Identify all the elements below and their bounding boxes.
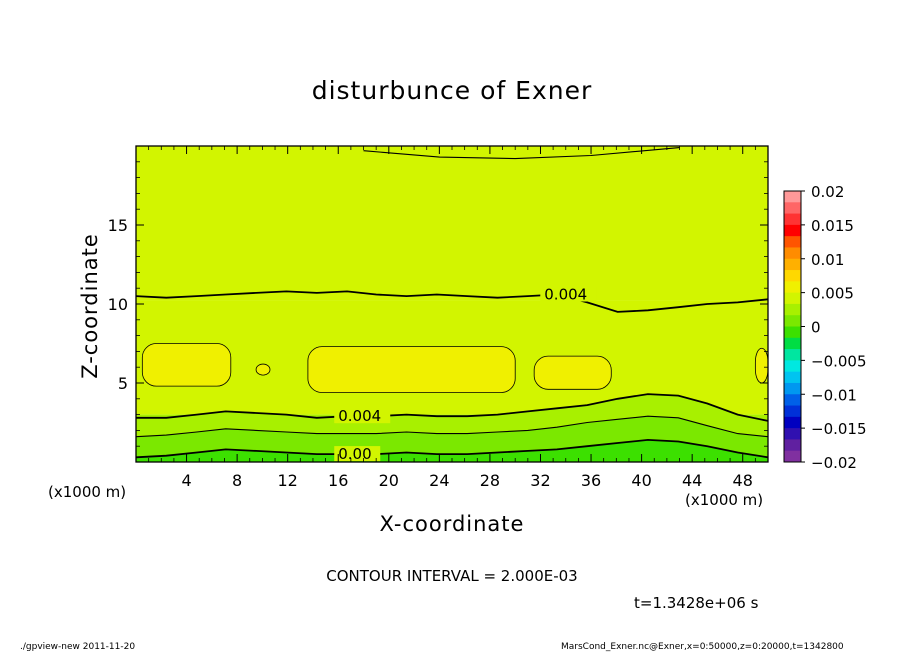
x-tick-label: 48 xyxy=(733,471,753,490)
colorbar-swatch xyxy=(784,202,801,215)
colorbar-swatch xyxy=(784,213,801,226)
y-tick-label: 5 xyxy=(118,374,128,393)
colorbar-swatch xyxy=(784,416,801,429)
x-tick-label: 4 xyxy=(181,471,191,490)
colorbar-swatch xyxy=(784,382,801,395)
colorbar-swatch xyxy=(784,292,801,305)
colorbar-swatch xyxy=(784,394,801,407)
x-tick-label: 20 xyxy=(379,471,399,490)
x-tick-label: 40 xyxy=(631,471,651,490)
colorbar-swatch xyxy=(784,428,801,440)
field-region-upper-band xyxy=(136,146,768,301)
colorbar-swatch xyxy=(784,224,801,237)
colorbar-tick-label: 0.005 xyxy=(811,285,854,303)
field-band-below-0 xyxy=(136,439,768,462)
y-tick-label: 15 xyxy=(108,216,128,235)
colorbar-tick-label: −0.01 xyxy=(811,386,857,404)
colorbar-swatch xyxy=(784,303,801,316)
x-axis-label: X-coordinate xyxy=(379,512,525,536)
field-band-near-0.004 xyxy=(136,291,768,312)
colorbar-swatch xyxy=(784,270,801,282)
colorbar-tick-label: −0.005 xyxy=(811,352,867,370)
y-axis: 5 10 15 xyxy=(108,161,768,447)
colorbar-tick-label: 0.015 xyxy=(811,217,854,235)
contour-line xyxy=(136,393,768,422)
x-tick-label: 44 xyxy=(682,471,702,490)
y-tick-label: 10 xyxy=(108,295,128,314)
field-group: 0.004 0.004 0.00 xyxy=(136,146,768,463)
colorbar-swatch xyxy=(784,439,801,452)
x-tick-label: 16 xyxy=(328,471,348,490)
contour-label-0.004-lower: 0.004 xyxy=(338,407,381,425)
colorbar-swatch xyxy=(784,405,801,418)
colorbar-swatch xyxy=(784,281,801,294)
colorbar-swatch xyxy=(784,360,801,373)
colorbar-swatch xyxy=(784,236,801,248)
colorbar-tick-label: −0.02 xyxy=(811,454,857,472)
field-band-0-0.002 xyxy=(136,416,768,458)
contour-line xyxy=(136,290,768,313)
contour-line-top xyxy=(363,147,680,160)
colorbar-tick-label: 0.01 xyxy=(811,251,844,269)
colorbar-tick-label: 0 xyxy=(811,319,821,337)
footer-right: MarsCond_Exner.nc@Exner,x=0:50000,z=0:20… xyxy=(561,642,844,652)
x-unit-label-right: (x1000 m) xyxy=(685,491,764,509)
chart-title: disturbunce of Exner xyxy=(311,76,593,105)
contour-line xyxy=(136,438,768,459)
colorbar-swatch xyxy=(784,349,801,361)
x-tick-label: 32 xyxy=(530,471,550,490)
contour-interval-text: CONTOUR INTERVAL = 2.000E-03 xyxy=(326,567,578,585)
contour-label-0.00: 0.00 xyxy=(338,445,371,463)
time-text: t=1.3428e+06 s xyxy=(634,594,759,612)
contour-label-0.004-upper: 0.004 xyxy=(544,286,587,304)
y-axis-label: Z-coordinate xyxy=(78,233,102,379)
field-band-0.002-0.004 xyxy=(136,394,768,437)
colorbar-swatch xyxy=(784,450,801,463)
x-tick-label: 24 xyxy=(429,471,449,490)
colorbar-swatch xyxy=(784,258,801,271)
colorbar-swatch xyxy=(784,247,801,260)
colorbar-swatch xyxy=(784,326,801,339)
colorbar-tick-label: 0.02 xyxy=(811,183,844,201)
x-unit-label-left: (x1000 m) xyxy=(48,483,127,501)
colorbar-swatch xyxy=(784,371,801,384)
x-axis: 4 8 12 16 20 24 28 32 36 40 44 48 xyxy=(148,146,756,490)
high-patch xyxy=(533,355,612,390)
high-patch xyxy=(307,346,516,393)
colorbar-swatch xyxy=(784,315,801,327)
x-tick-label: 12 xyxy=(278,471,298,490)
x-tick-label: 28 xyxy=(480,471,500,490)
high-patch xyxy=(754,347,768,384)
x-tick-label: 36 xyxy=(581,471,601,490)
colorbar: 0.02 0.015 0.01 0.005 0 −0.005 −0.01 −0.015 −0.0… xyxy=(783,183,867,472)
footer-left: ./gpview-new 2011-11-20 xyxy=(20,642,136,652)
colorbar-tick-label: −0.015 xyxy=(811,420,867,438)
colorbar-swatch xyxy=(784,337,801,350)
high-patch xyxy=(141,343,232,387)
contour-line xyxy=(136,415,768,438)
colorbar-swatch xyxy=(784,191,801,203)
high-patch xyxy=(255,363,271,376)
x-tick-label: 8 xyxy=(232,471,242,490)
